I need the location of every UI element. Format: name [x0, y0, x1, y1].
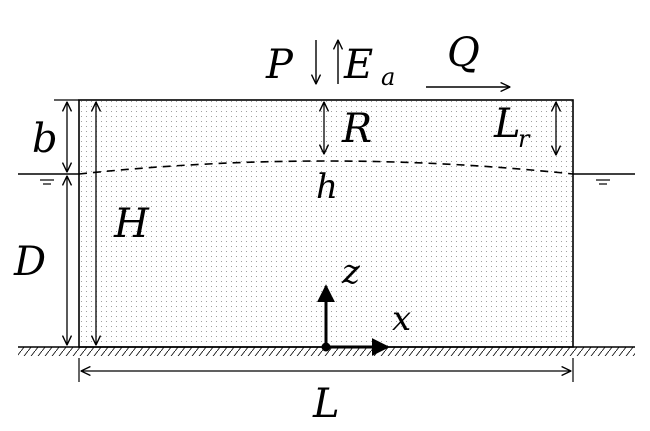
label-evaporation: E [343, 42, 373, 88]
label-length: L [312, 381, 340, 427]
label-recharge: R [341, 106, 372, 152]
water-table-curve [78, 160, 574, 175]
label-evaporation-subscript: a [381, 63, 395, 91]
label-b: b [32, 116, 58, 162]
label-total-height: H [113, 201, 150, 247]
label-precipitation: P [265, 42, 294, 88]
water-level-symbol-left [40, 179, 54, 185]
label-lr-subscript: r [518, 125, 531, 153]
label-flow: Q [447, 30, 480, 76]
label-lr: L [493, 101, 521, 147]
label-depth: D [13, 239, 46, 285]
label-head: h [316, 167, 338, 207]
ground-hatching [18, 347, 635, 356]
label-x-axis: x [392, 299, 411, 339]
water-level-symbol-right [596, 179, 610, 185]
label-z-axis: z [341, 252, 361, 292]
origin-point [321, 342, 331, 352]
